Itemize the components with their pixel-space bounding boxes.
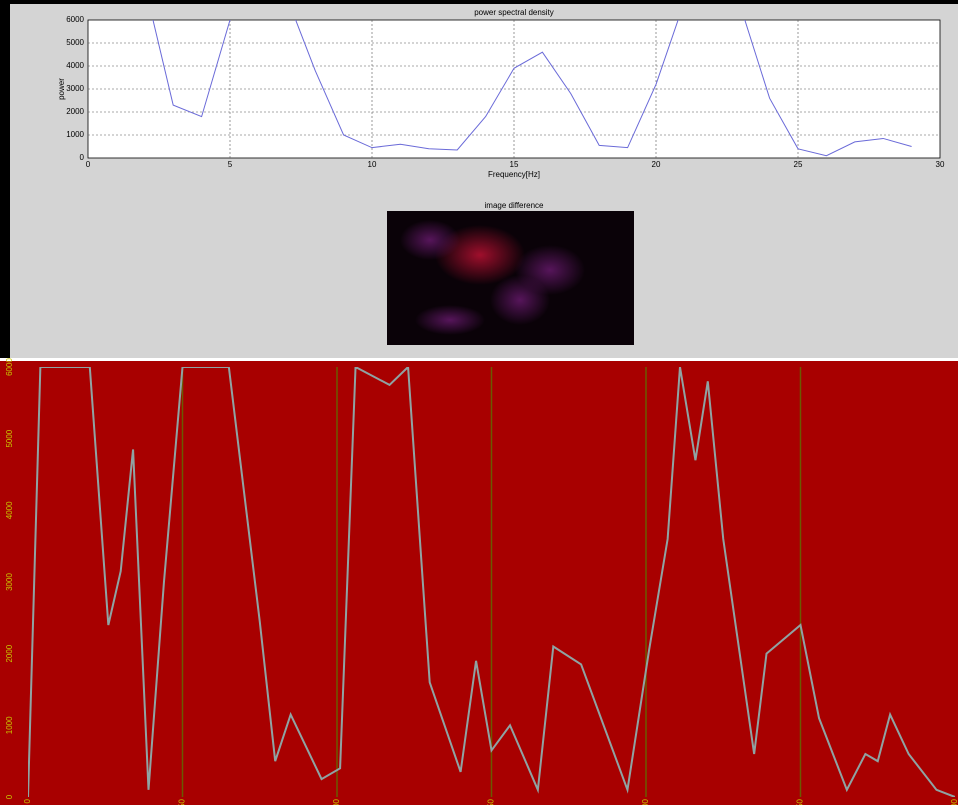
y-tick-label: 3000 (66, 84, 84, 93)
x-tick-label: 0 (23, 798, 32, 803)
y-tick-label: 5000 (66, 38, 84, 47)
x-tick-label: 250 (796, 798, 805, 805)
x-tick-label: 15 (510, 160, 519, 169)
y-tick-label: 0 (5, 794, 14, 799)
panel-border (0, 0, 958, 4)
y-tick-label: 2000 (5, 644, 14, 662)
x-tick-label: 100 (332, 798, 341, 805)
x-tick-label: 5 (228, 160, 233, 169)
y-tick-label: 3000 (5, 573, 14, 591)
x-tick-label: 200 (641, 798, 650, 805)
image-blob (415, 305, 485, 335)
y-tick-label: 1000 (66, 130, 84, 139)
image-title: image difference (485, 201, 545, 210)
x-tick-label: 300 (950, 798, 958, 805)
x-tick-label: 30 (936, 160, 945, 169)
y-tick-label: 4000 (5, 501, 14, 519)
x-tick-label: 25 (794, 160, 803, 169)
screen: image difference power spectral density F… (0, 0, 958, 805)
panel-border (0, 0, 10, 358)
y-tick-label: 4000 (66, 61, 84, 70)
divider (0, 358, 958, 361)
x-tick-label: 50 (178, 798, 187, 805)
x-tick-label: 0 (86, 160, 91, 169)
x-tick-label: 150 (487, 798, 496, 805)
y-tick-label: 2000 (66, 107, 84, 116)
x-tick-label: 10 (368, 160, 377, 169)
y-tick-label: 1000 (5, 716, 14, 734)
y-tick-label: 0 (80, 153, 85, 162)
bottom-panel (0, 361, 958, 805)
y-tick-label: 6000 (5, 358, 14, 376)
chart-title: power spectral density (474, 8, 554, 17)
x-tick-label: 20 (652, 160, 661, 169)
image-blob (490, 275, 550, 325)
image-blob (400, 220, 460, 260)
y-tick-label: 5000 (5, 429, 14, 447)
image-difference (387, 211, 634, 345)
y-tick-label: 6000 (66, 15, 84, 24)
x-axis-label: Frequency[Hz] (488, 170, 540, 179)
y-axis-label: power (57, 78, 66, 100)
